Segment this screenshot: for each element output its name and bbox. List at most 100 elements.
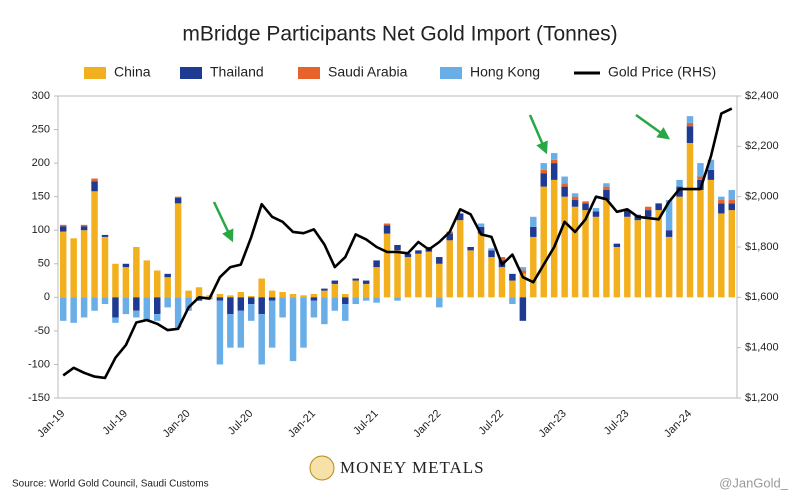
bar-segment xyxy=(383,233,391,298)
bar-segment xyxy=(91,178,98,182)
bar-segment xyxy=(498,267,506,298)
y-tick-label: 300 xyxy=(32,90,50,102)
bar-segment xyxy=(174,203,182,298)
legend-swatch xyxy=(84,67,106,79)
bar-segment xyxy=(59,297,67,321)
bar-segment xyxy=(59,226,67,232)
legend-swatch xyxy=(180,67,202,79)
bar-segment xyxy=(530,226,537,237)
bar-segment xyxy=(582,203,589,211)
bar-segment xyxy=(644,206,652,211)
bar-segment xyxy=(728,189,736,201)
bar-segment xyxy=(331,280,339,284)
bar-segment xyxy=(509,273,516,281)
bar-segment xyxy=(697,189,704,298)
bar-segment xyxy=(644,216,652,298)
bar-segment xyxy=(300,295,307,298)
bar-segment xyxy=(519,297,527,321)
bar-segment xyxy=(185,290,192,298)
bar-segment xyxy=(707,179,715,298)
legend-label: China xyxy=(114,64,151,80)
bar-segment xyxy=(248,304,255,321)
bar-segment xyxy=(624,216,631,298)
bar-segment xyxy=(268,297,276,301)
bar-segment xyxy=(133,247,140,298)
bar-segment xyxy=(582,210,589,298)
bar-segment xyxy=(655,203,662,211)
bar-segment xyxy=(613,243,621,247)
bar-segment xyxy=(164,273,171,278)
bar-segment xyxy=(676,179,683,187)
legend-swatch xyxy=(298,67,320,79)
bar-segment xyxy=(80,230,88,298)
y-tick-label: 200 xyxy=(32,157,50,169)
bar-segment xyxy=(686,142,694,298)
bar-segment xyxy=(80,226,88,231)
credit: @JanGold_ xyxy=(719,475,789,490)
legend-label: Gold Price (RHS) xyxy=(608,64,716,80)
bar-segment xyxy=(728,210,736,298)
bar-segment xyxy=(227,297,234,315)
bar-segment xyxy=(227,314,234,348)
bar-segment xyxy=(383,223,391,226)
bar-segment xyxy=(216,300,224,365)
bar-segment xyxy=(70,297,77,323)
bar-segment xyxy=(310,297,318,301)
bar-segment xyxy=(519,270,527,274)
bar-segment xyxy=(446,240,453,298)
bar-segment xyxy=(91,181,98,192)
bar-segment xyxy=(112,317,119,323)
bar-segment xyxy=(718,196,725,201)
legend-swatch xyxy=(440,67,462,79)
bar-segment xyxy=(697,163,704,177)
y2-tick-label: $2,000 xyxy=(745,191,779,203)
bar-segment xyxy=(665,230,673,237)
bar-segment xyxy=(394,250,401,298)
bar-segment xyxy=(530,216,537,227)
bar-segment xyxy=(237,291,245,298)
y-tick-label: -100 xyxy=(28,358,50,370)
y-tick-label: 0 xyxy=(44,291,50,303)
bar-segment xyxy=(122,297,130,315)
bar-segment xyxy=(289,297,297,362)
bar-segment xyxy=(237,310,245,348)
bar-segment xyxy=(467,247,474,251)
bar-segment xyxy=(174,297,182,328)
y-tick-label: 100 xyxy=(32,224,50,236)
bar-segment xyxy=(603,200,610,298)
bar-segment xyxy=(279,297,286,318)
bar-segment xyxy=(718,203,725,214)
bar-segment xyxy=(582,201,589,204)
arrow xyxy=(635,113,671,140)
y-tick-label: 250 xyxy=(32,123,50,135)
bar-segment xyxy=(592,216,600,298)
bar-segment xyxy=(697,176,704,180)
bar-segment xyxy=(133,310,140,318)
bar-segment xyxy=(624,210,631,217)
bar-segment xyxy=(550,163,558,180)
arrow xyxy=(528,114,548,155)
bar-segment xyxy=(561,196,568,298)
bar-segment xyxy=(383,225,391,234)
bar-segment xyxy=(571,200,579,207)
bar-segment xyxy=(258,297,265,315)
bar-segment xyxy=(248,297,255,305)
bar-segment xyxy=(394,297,401,301)
legend-label: Hong Kong xyxy=(470,64,540,80)
bar-segment xyxy=(404,257,412,298)
bar-segment xyxy=(352,280,359,298)
bar-segment xyxy=(122,263,130,268)
bar-segment xyxy=(686,126,694,143)
bar-segment xyxy=(216,293,224,298)
bar-segment xyxy=(728,200,736,204)
bar-segment xyxy=(436,263,443,298)
bar-segment xyxy=(550,159,558,164)
y-tick-label: 150 xyxy=(32,191,50,203)
bar-segment xyxy=(195,287,203,298)
bar-segment xyxy=(718,213,725,298)
bar-segment xyxy=(227,295,234,298)
bar-segment xyxy=(561,186,568,197)
brand-logo: MONEY METALS xyxy=(340,458,485,477)
bar-segment xyxy=(436,297,443,308)
